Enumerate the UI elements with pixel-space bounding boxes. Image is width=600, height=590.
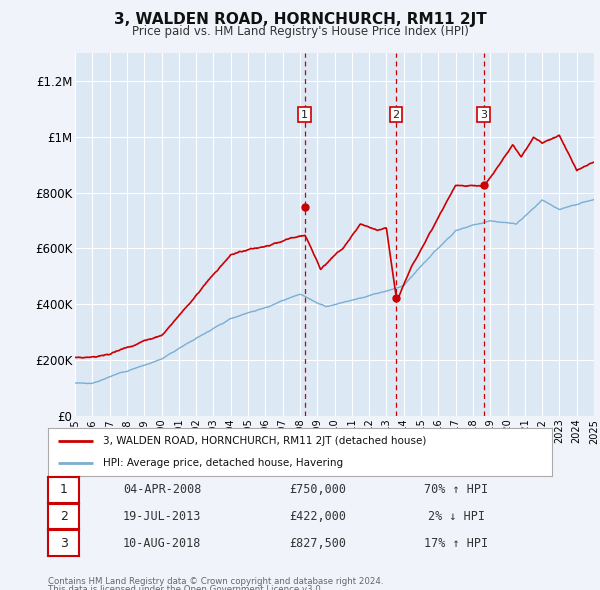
- Text: 2% ↓ HPI: 2% ↓ HPI: [427, 510, 485, 523]
- Text: This data is licensed under the Open Government Licence v3.0.: This data is licensed under the Open Gov…: [48, 585, 323, 590]
- Text: 04-APR-2008: 04-APR-2008: [123, 483, 201, 497]
- Text: 1: 1: [59, 483, 68, 497]
- Text: 3: 3: [480, 110, 487, 120]
- Text: 19-JUL-2013: 19-JUL-2013: [123, 510, 201, 523]
- Text: HPI: Average price, detached house, Havering: HPI: Average price, detached house, Have…: [103, 458, 344, 468]
- Text: 3: 3: [59, 536, 68, 550]
- Text: £827,500: £827,500: [290, 536, 347, 550]
- Text: Contains HM Land Registry data © Crown copyright and database right 2024.: Contains HM Land Registry data © Crown c…: [48, 577, 383, 586]
- Text: 2: 2: [392, 110, 400, 120]
- Text: 1: 1: [301, 110, 308, 120]
- Text: £422,000: £422,000: [290, 510, 347, 523]
- Text: £750,000: £750,000: [290, 483, 347, 497]
- Text: 3, WALDEN ROAD, HORNCHURCH, RM11 2JT: 3, WALDEN ROAD, HORNCHURCH, RM11 2JT: [113, 12, 487, 27]
- Text: Price paid vs. HM Land Registry's House Price Index (HPI): Price paid vs. HM Land Registry's House …: [131, 25, 469, 38]
- Text: 2: 2: [59, 510, 68, 523]
- Text: 3, WALDEN ROAD, HORNCHURCH, RM11 2JT (detached house): 3, WALDEN ROAD, HORNCHURCH, RM11 2JT (de…: [103, 436, 427, 446]
- Text: 10-AUG-2018: 10-AUG-2018: [123, 536, 201, 550]
- Text: 70% ↑ HPI: 70% ↑ HPI: [424, 483, 488, 497]
- Text: 17% ↑ HPI: 17% ↑ HPI: [424, 536, 488, 550]
